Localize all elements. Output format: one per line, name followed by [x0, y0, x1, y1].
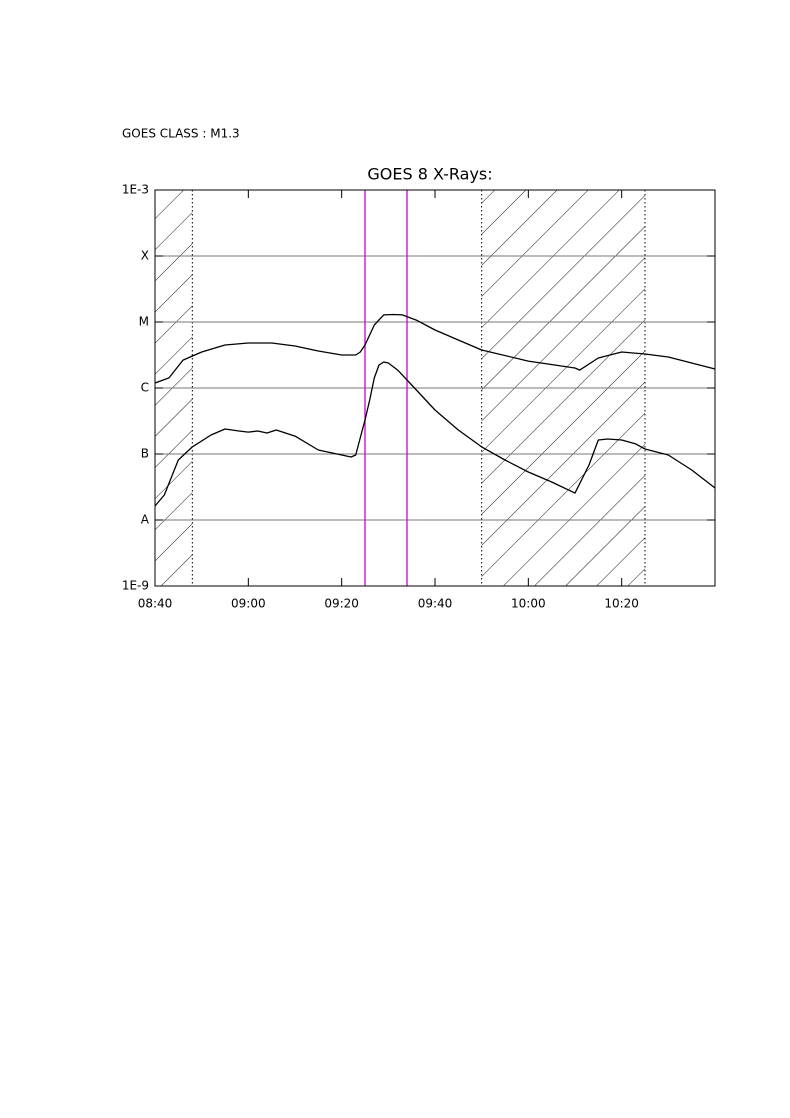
y-tick-label: A [141, 513, 150, 527]
series-line [154, 361, 716, 507]
annotation: GOES CLASS : M1.3 [122, 127, 240, 141]
x-tick-label: 09:20 [324, 597, 359, 611]
chart-title: GOES 8 X-Rays: [367, 165, 492, 184]
series-line [154, 313, 716, 384]
x-tick-label: 10:20 [604, 597, 639, 611]
y-tick-label: X [141, 249, 149, 263]
y-tick-label: M [139, 315, 149, 329]
y-tick-label: C [141, 381, 149, 395]
plot-frame [154, 189, 716, 587]
x-tick-label: 10:00 [511, 597, 546, 611]
y-tick-label: 1E-9 [122, 579, 149, 593]
x-tick-label: 08:40 [138, 597, 173, 611]
y-tick-label: 1E-3 [122, 183, 149, 197]
y-tick-label: B [141, 447, 149, 461]
x-tick-label: 09:40 [418, 597, 453, 611]
x-tick-label: 09:00 [231, 597, 266, 611]
